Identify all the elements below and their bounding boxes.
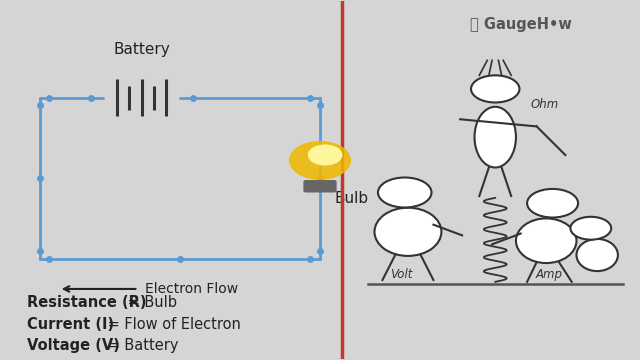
Circle shape <box>471 75 520 103</box>
Text: Voltage (V): Voltage (V) <box>27 338 120 353</box>
Ellipse shape <box>308 145 342 165</box>
FancyBboxPatch shape <box>304 181 336 192</box>
Ellipse shape <box>374 208 442 256</box>
Circle shape <box>527 189 578 217</box>
Text: = Battery: = Battery <box>102 338 178 353</box>
Ellipse shape <box>516 219 577 263</box>
Ellipse shape <box>474 107 516 167</box>
Ellipse shape <box>290 141 350 179</box>
Text: ⮚ GaugeH•w: ⮚ GaugeH•w <box>470 18 572 32</box>
Circle shape <box>378 177 431 207</box>
Text: = Bulb: = Bulb <box>124 296 177 310</box>
Text: Volt: Volt <box>390 267 413 280</box>
Text: Resistance (R): Resistance (R) <box>27 296 147 310</box>
Text: Battery: Battery <box>113 42 170 57</box>
Text: Amp: Amp <box>536 267 563 280</box>
Ellipse shape <box>577 239 618 271</box>
Text: = Flow of Electron: = Flow of Electron <box>102 317 241 332</box>
Text: Bulb: Bulb <box>334 191 368 206</box>
Text: Current (I): Current (I) <box>27 317 114 332</box>
Circle shape <box>570 217 611 240</box>
Text: Ohm: Ohm <box>531 99 559 112</box>
Text: Electron Flow: Electron Flow <box>145 282 238 296</box>
